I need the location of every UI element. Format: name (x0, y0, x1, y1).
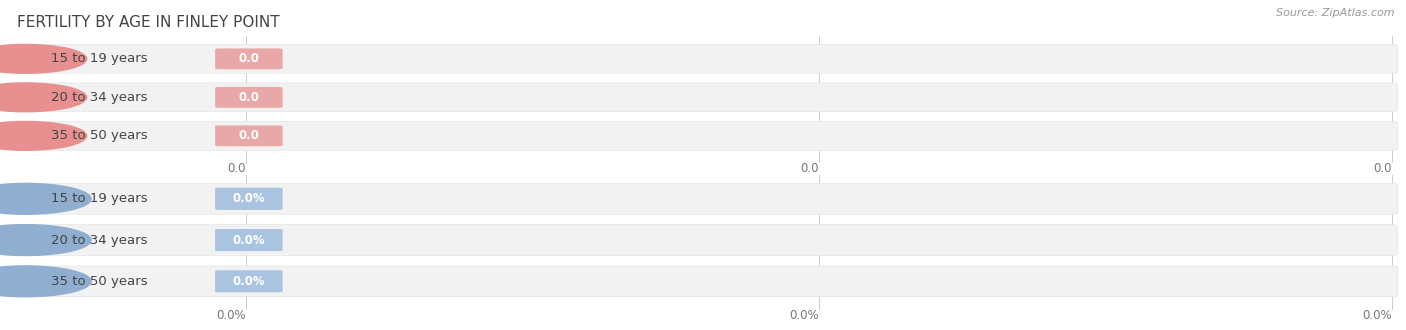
Text: 0.0%: 0.0% (232, 275, 266, 288)
FancyBboxPatch shape (215, 188, 283, 210)
FancyBboxPatch shape (215, 125, 283, 146)
Circle shape (0, 266, 91, 297)
FancyBboxPatch shape (8, 183, 1398, 214)
FancyBboxPatch shape (8, 45, 1398, 73)
Text: 0.0: 0.0 (1374, 162, 1392, 175)
Text: 0.0%: 0.0% (1362, 309, 1392, 322)
FancyBboxPatch shape (8, 83, 1398, 112)
Circle shape (0, 183, 91, 214)
Circle shape (0, 121, 87, 150)
Text: 35 to 50 years: 35 to 50 years (51, 275, 148, 288)
Text: Source: ZipAtlas.com: Source: ZipAtlas.com (1277, 8, 1395, 18)
Circle shape (0, 225, 91, 255)
Text: 20 to 34 years: 20 to 34 years (51, 234, 148, 247)
Text: 20 to 34 years: 20 to 34 years (51, 91, 148, 104)
FancyBboxPatch shape (8, 266, 1398, 297)
FancyBboxPatch shape (215, 270, 283, 292)
Circle shape (0, 45, 87, 73)
Text: 0.0: 0.0 (800, 162, 818, 175)
Text: 0.0%: 0.0% (232, 192, 266, 205)
FancyBboxPatch shape (215, 229, 283, 251)
Text: 0.0: 0.0 (239, 91, 259, 104)
Text: 0.0%: 0.0% (232, 234, 266, 247)
Text: FERTILITY BY AGE IN FINLEY POINT: FERTILITY BY AGE IN FINLEY POINT (17, 15, 280, 30)
Text: 0.0%: 0.0% (789, 309, 818, 322)
Circle shape (0, 83, 87, 112)
Text: 0.0: 0.0 (239, 52, 259, 65)
Text: 0.0: 0.0 (239, 129, 259, 142)
FancyBboxPatch shape (215, 87, 283, 108)
Text: 15 to 19 years: 15 to 19 years (51, 192, 148, 205)
Text: 0.0%: 0.0% (217, 309, 246, 322)
Text: 15 to 19 years: 15 to 19 years (51, 52, 148, 65)
Text: 35 to 50 years: 35 to 50 years (51, 129, 148, 142)
FancyBboxPatch shape (215, 49, 283, 69)
FancyBboxPatch shape (8, 225, 1398, 255)
FancyBboxPatch shape (8, 121, 1398, 150)
Text: 0.0: 0.0 (228, 162, 246, 175)
